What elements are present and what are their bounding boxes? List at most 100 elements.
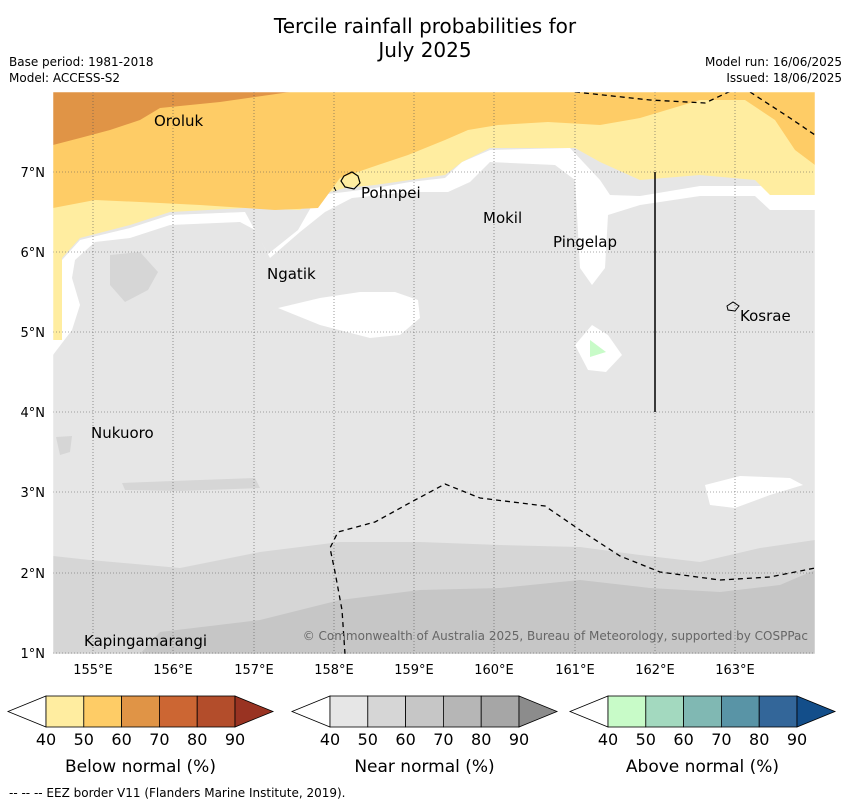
ant-atoll-icon [333, 186, 337, 192]
legend-tick: 60 [673, 730, 693, 749]
legend-swatch [758, 695, 798, 728]
legend-swatch [6, 695, 47, 728]
legend-tick: 50 [358, 730, 378, 749]
legend-swatch [329, 695, 369, 728]
legend-swatch [518, 695, 559, 728]
place-label-nukuoro: Nukuoro [91, 424, 154, 442]
place-label-kosrae: Kosrae [740, 307, 791, 325]
legend-swatch [290, 695, 331, 728]
legend-swatch [721, 695, 760, 728]
legend-tick: 90 [509, 730, 529, 749]
legend-swatch [607, 695, 647, 728]
legend-swatch [442, 695, 482, 728]
below-normal-60-70-region [53, 92, 290, 145]
legend-tick: 90 [225, 730, 245, 749]
white-region-north [53, 148, 815, 355]
pohnpei-island-icon [340, 171, 361, 190]
base-period: Base period: 1981-2018 [9, 55, 154, 69]
model-run: Model run: 16/06/2025 [704, 55, 842, 69]
legend-swatch [158, 695, 198, 728]
legend-swatch [683, 695, 722, 728]
title-line-1: Tercile rainfall probabilities for [273, 14, 577, 38]
lon-label: 162°E [635, 663, 675, 678]
lat-label: 3°N [21, 486, 46, 501]
legend-swatch [234, 695, 275, 728]
legend-swatch [83, 695, 123, 728]
plot-frame [52, 91, 816, 655]
legend-tick: 60 [111, 730, 131, 749]
latitude-labels: 7°N 6°N 5°N 4°N 3°N 2°N 1°N [21, 166, 46, 662]
lon-label: 163°E [715, 663, 755, 678]
legend-tick: 40 [598, 730, 618, 749]
lon-label: 159°E [394, 663, 434, 678]
title-line-2: July 2025 [378, 38, 472, 62]
legend-swatch [196, 695, 236, 728]
legend-label: Below normal (%) [65, 757, 216, 777]
near-normal-patch-nukuoro [56, 436, 72, 455]
legend-swatch [121, 695, 160, 728]
legend-tick: 50 [636, 730, 656, 749]
map-title: Tercile rainfall probabilities for July … [0, 14, 850, 62]
legend-tick: 40 [36, 730, 56, 749]
legend-swatch [45, 695, 85, 728]
lat-label: 1°N [21, 647, 46, 662]
near-normal-patch-west [110, 252, 158, 302]
lon-label: 156°E [153, 663, 193, 678]
longitude-labels: 155°E 156°E 157°E 158°E 159°E 160°E 161°E 162°E… [73, 663, 755, 678]
legend-0: 40 50 60 70 80 90 Below normal (%) [6, 695, 275, 777]
place-label-kapingamarangi: Kapingamarangi [84, 632, 207, 650]
kosrae-island-icon [726, 301, 740, 312]
eez-border-northeast [749, 92, 815, 136]
legend-swatch [568, 695, 609, 728]
lat-label: 4°N [21, 406, 46, 421]
white-region-central [278, 292, 420, 338]
issued-date: Issued: 18/06/2025 [726, 71, 842, 85]
above-normal-patch [590, 340, 606, 357]
eez-border-south [329, 483, 815, 654]
lat-label: 7°N [21, 166, 46, 181]
legend-colorbars: 40 50 60 70 80 90 Below normal (%) 40 50 60 70 80 90… [6, 695, 837, 777]
lat-label: 2°N [21, 567, 46, 582]
place-label-oroluk: Oroluk [154, 112, 203, 130]
lon-label: 160°E [474, 663, 514, 678]
legend-tick: 60 [395, 730, 415, 749]
near-normal-strip [122, 478, 260, 491]
map-plot [53, 92, 815, 654]
place-label-pingelap: Pingelap [553, 233, 617, 251]
meta-left: Base period: 1981-2018 Model: ACCESS-S2 [9, 54, 154, 86]
below-normal-50-60-region [53, 92, 815, 210]
legend-label: Above normal (%) [626, 757, 779, 777]
lat-label: 5°N [21, 326, 46, 341]
lat-label: 6°N [21, 246, 46, 261]
eez-footnote: -- -- -- EEZ border V11 (Flanders Marine… [9, 786, 346, 800]
lon-label: 158°E [314, 663, 354, 678]
legend-tick: 80 [471, 730, 491, 749]
lon-label: 155°E [73, 663, 113, 678]
legend-swatch [796, 695, 837, 728]
place-label-ngatik: Ngatik [267, 265, 316, 283]
lon-label: 157°E [234, 663, 274, 678]
place-labels: Oroluk Pohnpei Mokil Pingelap Ngatik Kos… [84, 112, 791, 650]
legend-swatch [367, 695, 406, 728]
legend-2: 40 50 60 70 80 90 Above normal (%) [568, 695, 837, 777]
legend-tick: 70 [711, 730, 731, 749]
legend-swatch [480, 695, 520, 728]
legend-1: 40 50 60 70 80 90 Near normal (%) [290, 695, 559, 777]
legend-tick: 90 [787, 730, 807, 749]
copyright-notice: © Commonwealth of Australia 2025, Bureau… [303, 629, 808, 643]
legend-tick: 80 [187, 730, 207, 749]
near-normal-60-70-region [140, 570, 815, 654]
meta-right: Model run: 16/06/2025 Issued: 18/06/2025 [705, 54, 842, 86]
legend-tick: 70 [433, 730, 453, 749]
place-label-mokil: Mokil [483, 209, 522, 227]
place-label-pohnpei: Pohnpei [361, 184, 421, 202]
legend-tick: 40 [320, 730, 340, 749]
legend-swatch [405, 695, 444, 728]
legend-tick: 80 [749, 730, 769, 749]
legend-tick: 50 [74, 730, 94, 749]
legend-swatch [645, 695, 684, 728]
model-name: Model: ACCESS-S2 [9, 71, 121, 85]
legend-label: Near normal (%) [354, 757, 494, 777]
white-region-southeast [705, 476, 803, 508]
